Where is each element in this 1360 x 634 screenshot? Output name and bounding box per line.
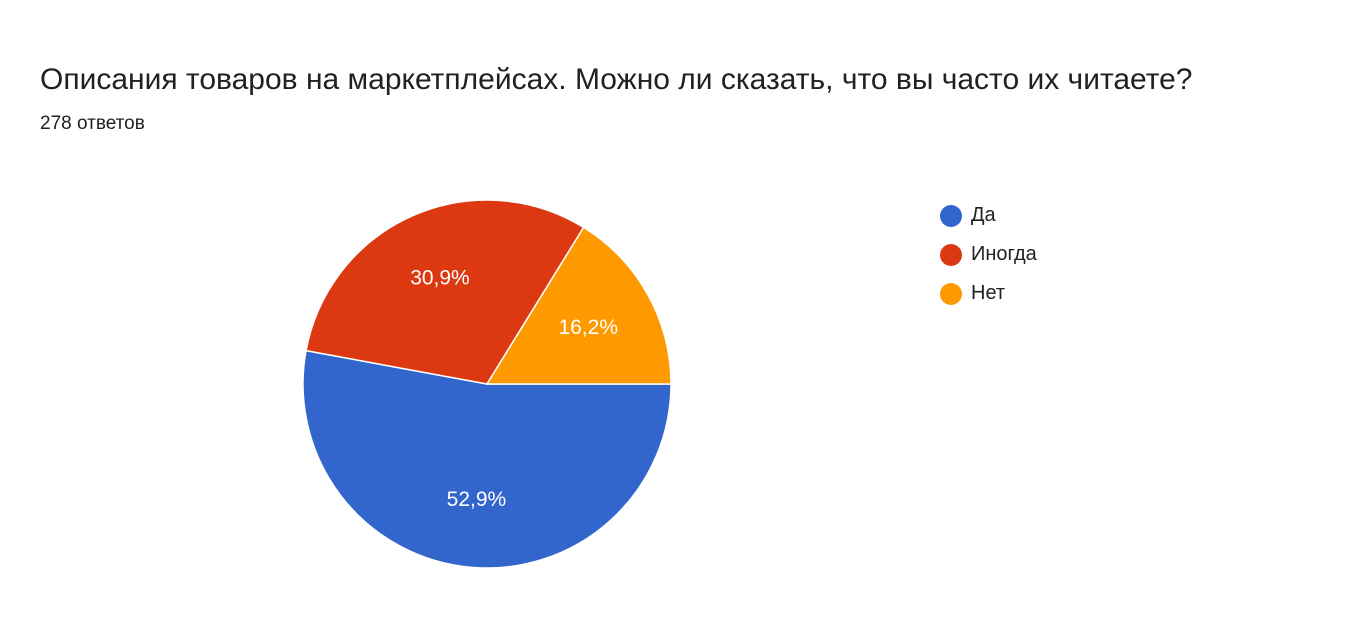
legend-item[interactable]: Иногда — [940, 235, 1037, 274]
slice-value-label: 16,2% — [558, 316, 618, 339]
legend-label: Нет — [971, 282, 1006, 304]
legend-label: Да — [971, 204, 996, 226]
slice-value-label: 30,9% — [410, 267, 470, 290]
legend-item[interactable]: Нет — [940, 274, 1037, 313]
legend-swatch — [940, 243, 962, 266]
chart-legend: Да Иногда Нет — [940, 196, 1037, 313]
slice-value-label: 52,9% — [447, 488, 507, 511]
chart-title: Описания товаров на маркетплейсах. Можно… — [40, 63, 1193, 96]
legend-swatch — [940, 282, 962, 305]
pie-slice-1[interactable] — [302, 349, 672, 569]
pie-slice-2[interactable] — [305, 199, 585, 385]
pie-slice-3[interactable] — [485, 226, 672, 385]
legend-item[interactable]: Да — [940, 196, 1037, 235]
legend-swatch — [940, 204, 962, 227]
response-count: 278 ответов — [40, 113, 145, 134]
legend-label: Иногда — [971, 243, 1037, 265]
